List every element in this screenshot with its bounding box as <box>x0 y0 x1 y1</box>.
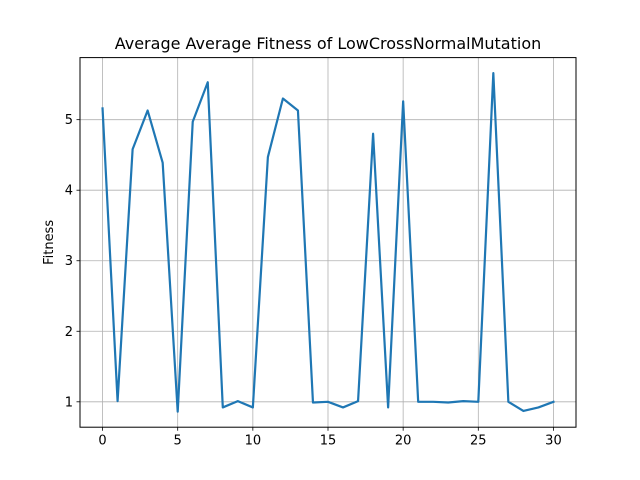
y-axis-label: Fitness <box>42 220 57 265</box>
x-tick-label: 15 <box>320 434 337 449</box>
y-tick-label: 2 <box>65 325 73 340</box>
y-tick-label: 4 <box>65 184 73 199</box>
x-tick-label: 5 <box>174 434 182 449</box>
x-tick-label: 0 <box>98 434 106 449</box>
x-tick-label: 20 <box>395 434 412 449</box>
series-line <box>101 72 555 413</box>
x-tick-label: 25 <box>470 434 487 449</box>
x-tick-label: 30 <box>545 434 562 449</box>
y-tick-label: 1 <box>65 395 73 410</box>
chart-title: Average Average Fitness of LowCrossNorma… <box>115 34 542 53</box>
tick-layer: 0 5 10 15 20 25 30 1 2 3 4 5 <box>65 113 562 449</box>
x-tick-label: 10 <box>245 434 262 449</box>
y-tick-label: 3 <box>65 254 73 269</box>
series-layer <box>101 72 555 413</box>
y-tick-label: 5 <box>65 113 73 128</box>
